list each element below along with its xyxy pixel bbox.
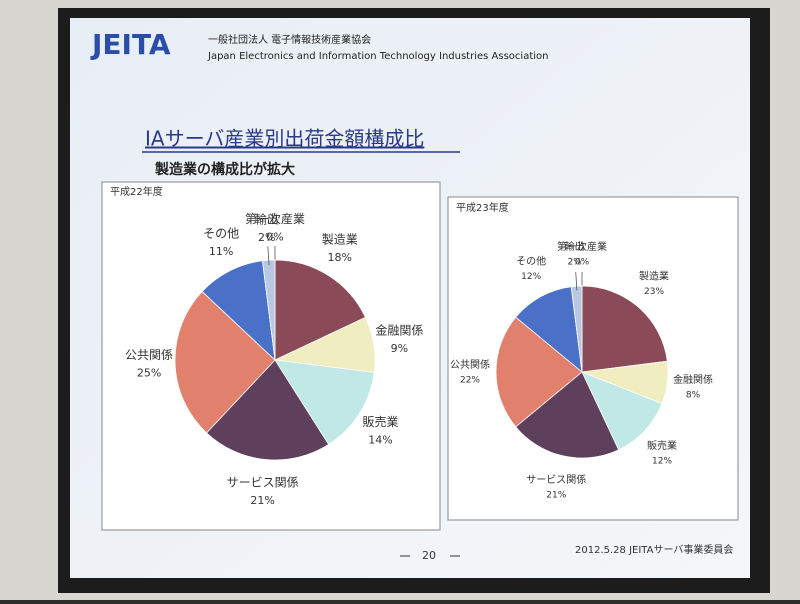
chart-title: 平成22年度 bbox=[110, 185, 163, 198]
pie-slice bbox=[205, 359, 330, 461]
slice-label: 販売業 bbox=[647, 439, 677, 452]
slice-label: 製造業 bbox=[322, 233, 358, 247]
value-label: 23% bbox=[644, 287, 664, 297]
slice-label: 輸出 bbox=[565, 240, 585, 253]
chart-title: 平成23年度 bbox=[456, 201, 509, 214]
leader-line bbox=[267, 246, 270, 266]
slice-label: 金融関係 bbox=[673, 373, 713, 386]
pie-slice bbox=[174, 290, 276, 434]
leader-line bbox=[575, 272, 578, 291]
pie-slice bbox=[515, 371, 620, 459]
value-label: 18% bbox=[328, 251, 352, 264]
value-label: 12% bbox=[652, 456, 672, 466]
value-label: 25% bbox=[137, 367, 161, 380]
value-label: 0% bbox=[575, 258, 590, 268]
value-label: 0% bbox=[266, 231, 283, 244]
logo: JEITA bbox=[90, 28, 171, 61]
pie-slice bbox=[581, 285, 668, 373]
pie-slice bbox=[274, 259, 367, 361]
footer: 2012.5.28 JEITAサーバ事業委員会 bbox=[575, 543, 733, 556]
value-label: 12% bbox=[521, 272, 541, 282]
pie-slice bbox=[581, 371, 663, 451]
slice-label: 公共関係 bbox=[450, 359, 490, 371]
value-label: 2% bbox=[258, 231, 275, 244]
value-label: 8% bbox=[686, 390, 701, 400]
slice-label: 公共関係 bbox=[125, 348, 173, 362]
slice-label: 輸出 bbox=[255, 211, 279, 226]
slice-label: サービス関係 bbox=[227, 476, 299, 490]
slice-label: その他 bbox=[516, 255, 546, 268]
slice-label: 製造業 bbox=[639, 269, 669, 282]
pie-slice bbox=[495, 316, 583, 428]
value-label: 21% bbox=[250, 494, 274, 507]
slice-label: 第一次産業 bbox=[557, 240, 607, 253]
subtitle: 製造業の構成比が拡大 bbox=[154, 161, 295, 178]
value-label: 11% bbox=[209, 245, 233, 258]
slice-label: サービス関係 bbox=[526, 474, 586, 486]
page-number: 20 bbox=[422, 549, 436, 562]
slice-label: 販売業 bbox=[362, 414, 398, 429]
slice-label: その他 bbox=[203, 226, 239, 240]
slice-label: 第一次産業 bbox=[245, 211, 305, 226]
value-label: 2% bbox=[567, 258, 582, 268]
slide-title: IAサーバ産業別出荷金額構成比 bbox=[145, 127, 424, 151]
value-label: 22% bbox=[460, 376, 480, 386]
pie-slice bbox=[201, 260, 276, 362]
pie-slice bbox=[274, 359, 375, 445]
pie-slice bbox=[515, 286, 583, 373]
value-label: 9% bbox=[391, 342, 408, 355]
value-label: 21% bbox=[546, 491, 566, 501]
org-en: Japan Electronics and Information Techno… bbox=[207, 51, 548, 62]
org-ja: 一般社団法人 電子情報技術産業協会 bbox=[208, 33, 371, 46]
value-label: 14% bbox=[368, 433, 392, 446]
slice-label: 金融関係 bbox=[375, 322, 423, 337]
